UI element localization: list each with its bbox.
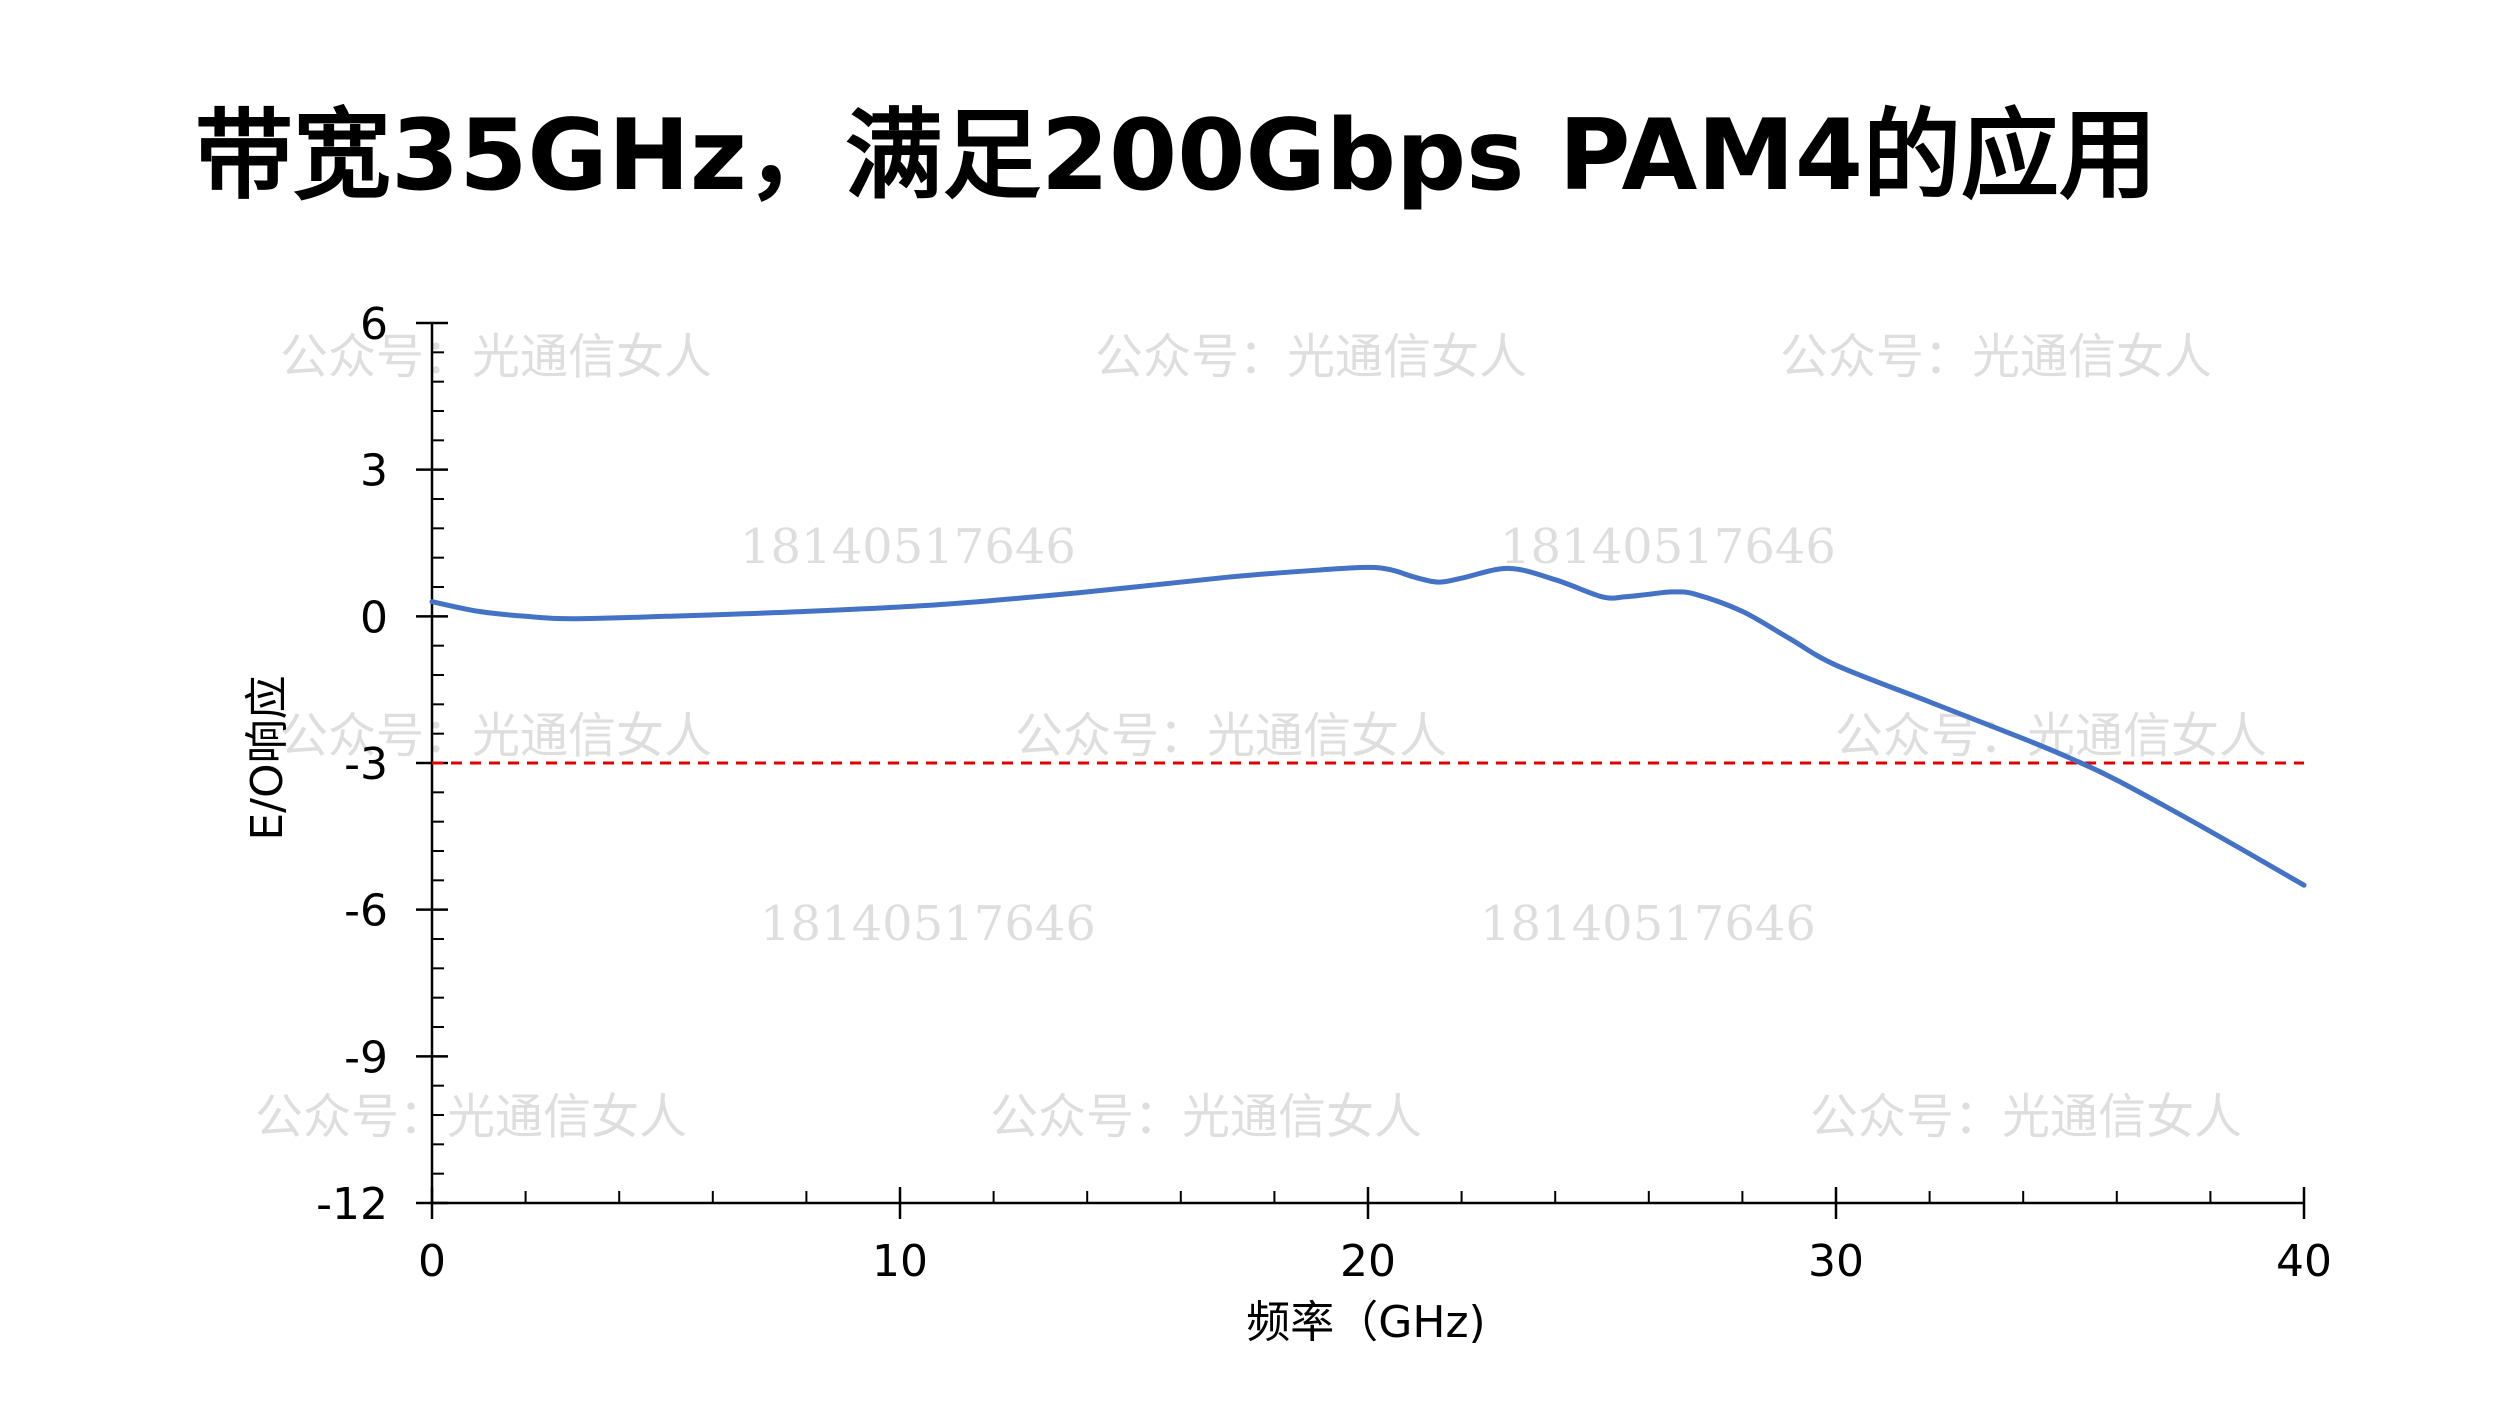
x-tick-label: 20 <box>1340 1236 1396 1287</box>
watermark-text: 18140517646 <box>1480 896 1816 952</box>
series-layer <box>429 564 2307 888</box>
x-tick-label: 30 <box>1808 1236 1864 1287</box>
x-axis-title: 频率（GHz) <box>1246 1297 1485 1348</box>
y-tick-label: 0 <box>360 592 388 643</box>
y-tick-label: -6 <box>344 886 388 937</box>
watermark-text: 公众号：光通信女人 <box>280 708 712 764</box>
y-tick-label: -9 <box>344 1032 388 1083</box>
watermark-text: 18140517646 <box>740 519 1076 575</box>
y-tick-label: 6 <box>360 299 388 350</box>
page-title: 带宽35GHz，满足200Gbps PAM4的应用 <box>195 99 2158 213</box>
x-tick-label: 10 <box>872 1236 928 1287</box>
watermark-text: 公众号：光通信女人 <box>255 1089 687 1145</box>
y-axis-title: E/O响应 <box>242 675 293 840</box>
axes <box>416 321 2306 1219</box>
y-tick-label: -3 <box>344 739 388 790</box>
watermark-text: 公众号：光通信女人 <box>280 329 712 385</box>
watermark-text: 公众号：光通信女人 <box>1810 1089 2242 1145</box>
watermark-text: 公众号：光通信女人 <box>1780 329 2212 385</box>
tick-labels: 630-3-6-9-120 10 20 30 40 <box>316 299 2332 1287</box>
x-tick-label: 0 <box>418 1236 446 1287</box>
y-tick-label: -12 <box>316 1179 388 1230</box>
watermark-text: 18140517646 <box>760 896 1096 952</box>
x-tick-label: 40 <box>2276 1236 2332 1287</box>
watermark-text: 公众号：光通信女人 <box>990 1089 1422 1145</box>
watermark-text: 18140517646 <box>1500 519 1836 575</box>
watermark-text: 公众号：光通信女人 <box>1835 708 2267 764</box>
watermark-text: 公众号：光通信女人 <box>1095 329 1527 385</box>
series-line <box>429 564 2307 888</box>
watermark-text: 公众号：光通信女人 <box>1015 708 1447 764</box>
y-tick-label: 3 <box>360 446 388 497</box>
